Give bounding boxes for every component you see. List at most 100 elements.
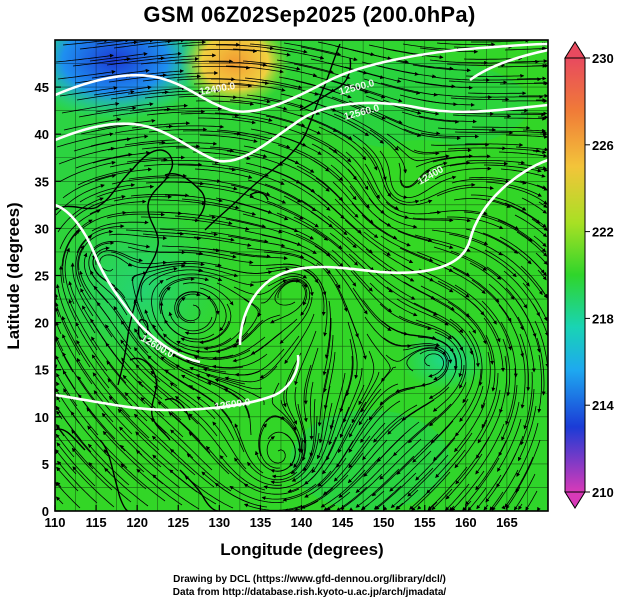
streamline — [96, 301, 132, 350]
streamline — [449, 161, 509, 167]
streamline — [92, 372, 131, 418]
streamline — [368, 197, 418, 229]
streamline — [133, 413, 177, 455]
streamline — [428, 352, 458, 399]
streamline — [280, 399, 304, 454]
streamline — [383, 337, 441, 347]
streamline — [465, 228, 519, 254]
streamline — [381, 320, 437, 340]
streamline — [233, 133, 291, 149]
streamline — [451, 470, 485, 511]
colorbar-tick-label: 210 — [592, 485, 614, 500]
streamline — [133, 346, 178, 387]
streamline — [348, 405, 384, 453]
streamline — [323, 491, 351, 511]
streamline — [297, 250, 341, 289]
streamline — [329, 372, 346, 430]
streamline — [106, 360, 146, 405]
y-tick-label: 20 — [35, 316, 49, 331]
streamline — [338, 456, 381, 498]
streamline — [86, 407, 126, 452]
streamline — [417, 336, 458, 371]
streamline — [323, 351, 336, 410]
streamline — [449, 318, 480, 368]
streamline — [193, 349, 251, 360]
streamline — [400, 161, 448, 188]
streamline — [110, 251, 167, 265]
streamline — [242, 60, 301, 71]
streamline — [463, 211, 519, 230]
streamline — [420, 132, 480, 139]
streamline — [178, 164, 236, 172]
streamline — [303, 364, 312, 423]
streamline — [454, 284, 497, 325]
streamline — [55, 448, 77, 475]
streamline — [229, 252, 288, 261]
streamline — [466, 313, 495, 365]
streamline — [159, 71, 219, 77]
streamline — [184, 299, 217, 336]
streamline — [55, 496, 64, 505]
streamline — [250, 318, 298, 355]
streamline — [297, 97, 353, 119]
streamline — [216, 44, 275, 51]
streamline — [361, 490, 385, 510]
streamline — [147, 40, 207, 48]
streamline — [412, 64, 471, 73]
streamline — [279, 161, 330, 192]
streamline — [189, 367, 246, 385]
streamline — [429, 381, 467, 427]
streamline — [485, 181, 542, 197]
streamline — [346, 236, 393, 274]
streamline — [413, 302, 464, 334]
streamline — [195, 253, 254, 265]
streamline — [267, 275, 314, 297]
streamline — [140, 266, 178, 303]
streamline — [531, 218, 548, 232]
streamline — [174, 59, 234, 64]
streamline — [416, 251, 470, 277]
streamline — [485, 334, 496, 392]
streamline — [331, 96, 386, 120]
streamline — [259, 423, 281, 469]
streamline — [174, 291, 212, 319]
streamline — [363, 78, 421, 95]
streamline — [326, 406, 350, 461]
streamline — [477, 389, 501, 444]
streamline — [514, 214, 548, 238]
streamline — [434, 166, 492, 180]
streamline — [147, 355, 195, 391]
streamline — [232, 314, 281, 348]
x-tick-label: 160 — [455, 515, 477, 530]
streamline — [452, 267, 500, 303]
streamline — [130, 193, 190, 198]
streamline — [476, 474, 502, 510]
streamline — [345, 151, 380, 199]
streamline — [266, 436, 286, 464]
streamline — [278, 229, 331, 257]
streamline — [358, 383, 399, 426]
streamline — [309, 381, 314, 441]
streamline — [518, 405, 537, 462]
streamline — [334, 198, 379, 238]
streamline — [58, 146, 115, 165]
streamline — [486, 266, 528, 309]
streamline — [378, 218, 433, 243]
colorbar: 230 226 222 218 214 210 — [564, 41, 614, 509]
streamline — [293, 216, 343, 250]
streamline — [294, 330, 317, 386]
streamline — [205, 373, 263, 390]
streamline — [415, 319, 463, 352]
streamline — [488, 283, 524, 331]
streamline — [246, 247, 305, 259]
streamline — [146, 262, 205, 269]
streamline — [314, 245, 357, 287]
streamline — [75, 322, 108, 372]
streamline — [142, 233, 202, 241]
streamline — [91, 68, 150, 79]
streamline — [169, 448, 215, 488]
streamline — [108, 233, 168, 240]
streamline — [536, 184, 547, 190]
streamline — [396, 489, 419, 510]
streamline — [466, 160, 526, 165]
